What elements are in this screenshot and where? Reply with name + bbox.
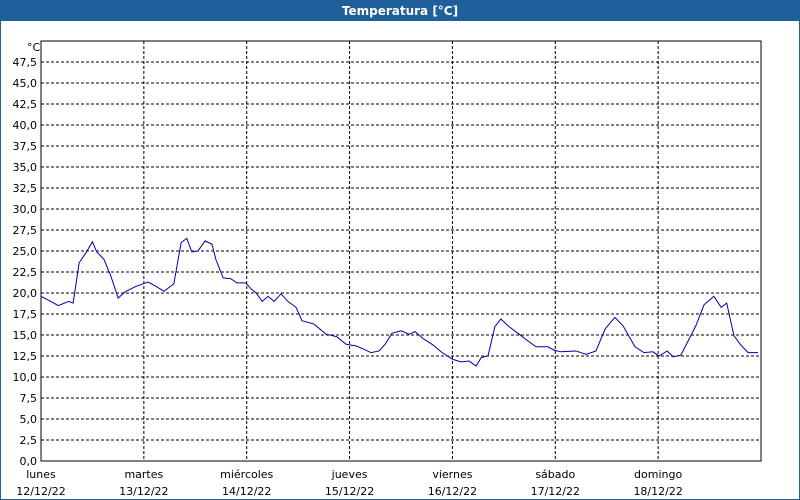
chart: °C 0,0 2,5 5,0 7,5 10,0 12,5 15,0 17,5 20,0 22,5 25…	[13, 40, 762, 498]
plot-frame	[40, 40, 762, 462]
y-tick-label: 22,5	[13, 266, 38, 279]
x-tick-label: jueves	[331, 468, 368, 481]
x-tick-label: viernes	[432, 468, 472, 481]
series-line	[40, 237, 758, 367]
x-tick-date: 17/12/22	[531, 485, 580, 498]
x-tick-date: 13/12/22	[119, 485, 168, 498]
y-tick-label: 15,0	[13, 329, 38, 342]
x-tick-label: lunes	[26, 468, 56, 481]
title-bar: Temperatura [°C]	[1, 1, 799, 21]
y-tick-label: 10,0	[13, 371, 38, 384]
x-tick-date: 18/12/22	[633, 485, 682, 498]
y-tick-label: 37,5	[13, 140, 38, 153]
y-tick-label: 2,5	[20, 434, 38, 447]
x-tick-label: miércoles	[220, 468, 273, 481]
x-tick-label: martes	[124, 468, 163, 481]
y-tick-label: 5,0	[20, 413, 38, 426]
y-tick-label: 0,0	[20, 455, 38, 468]
y-tick-label: 47,5	[13, 56, 38, 69]
y-tick-label: 42,5	[13, 98, 38, 111]
x-tick-date: 16/12/22	[428, 485, 477, 498]
y-tick-label: 35,0	[13, 161, 38, 174]
y-tick-label: 32,5	[13, 182, 38, 195]
y-tick-label: 30,0	[13, 203, 38, 216]
y-tick-label: 7,5	[20, 392, 38, 405]
y-unit-label: °C	[27, 41, 41, 54]
y-tick-label: 17,5	[13, 308, 38, 321]
y-tick-label: 12,5	[13, 350, 38, 363]
y-tick-label: 20,0	[13, 287, 38, 300]
y-tick-label: 45,0	[13, 77, 38, 90]
y-tick-label: 25,0	[13, 245, 38, 258]
x-tick-label: domingo	[634, 468, 682, 481]
y-tick-label: 40,0	[13, 119, 38, 132]
x-tick-date: 12/12/22	[16, 485, 65, 498]
x-tick-date: 15/12/22	[325, 485, 374, 498]
x-tick-date: 14/12/22	[222, 485, 271, 498]
y-tick-label: 27,5	[13, 224, 38, 237]
x-tick-label: sábado	[535, 468, 575, 481]
